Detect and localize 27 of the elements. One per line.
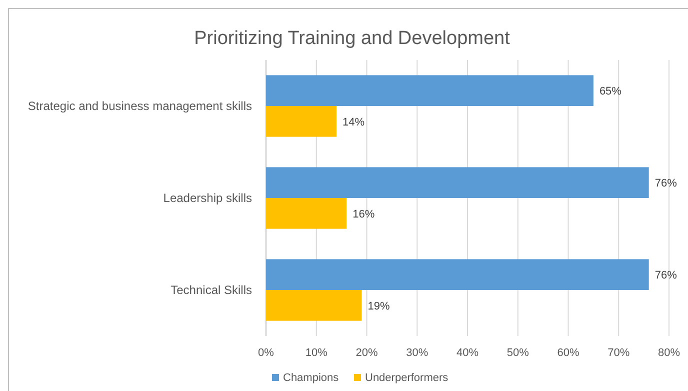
x-tick-label: 0%	[258, 347, 274, 359]
data-label: 76%	[654, 270, 678, 282]
bar	[266, 198, 347, 229]
x-tick-label: 40%	[456, 347, 479, 359]
x-tick-label: 70%	[608, 347, 630, 359]
data-label: 76%	[654, 178, 678, 190]
chart-title: Prioritizing Training and Development	[194, 28, 511, 49]
x-tick-label: 10%	[305, 347, 328, 359]
bar	[266, 106, 337, 137]
data-label: 16%	[352, 208, 375, 220]
y-tick-label: Technical Skills	[170, 283, 252, 297]
legend-label: Underperformers	[365, 372, 449, 384]
bar	[266, 167, 649, 198]
y-tick-label: Strategic and business management skills	[28, 99, 252, 113]
x-tick-label: 50%	[506, 347, 530, 359]
x-tick-label: 30%	[406, 347, 428, 359]
data-label: 14%	[342, 116, 365, 128]
data-label: 65%	[599, 86, 622, 98]
bar	[266, 290, 362, 321]
data-label: 19%	[368, 300, 390, 312]
legend-label: Champions	[283, 372, 340, 384]
bar	[266, 75, 594, 106]
x-tick-label: 60%	[557, 347, 580, 359]
y-tick-label: Leadership skills	[163, 191, 252, 205]
x-tick-label: 20%	[356, 347, 378, 359]
x-tick-label: 80%	[658, 347, 680, 359]
bar	[266, 259, 649, 290]
